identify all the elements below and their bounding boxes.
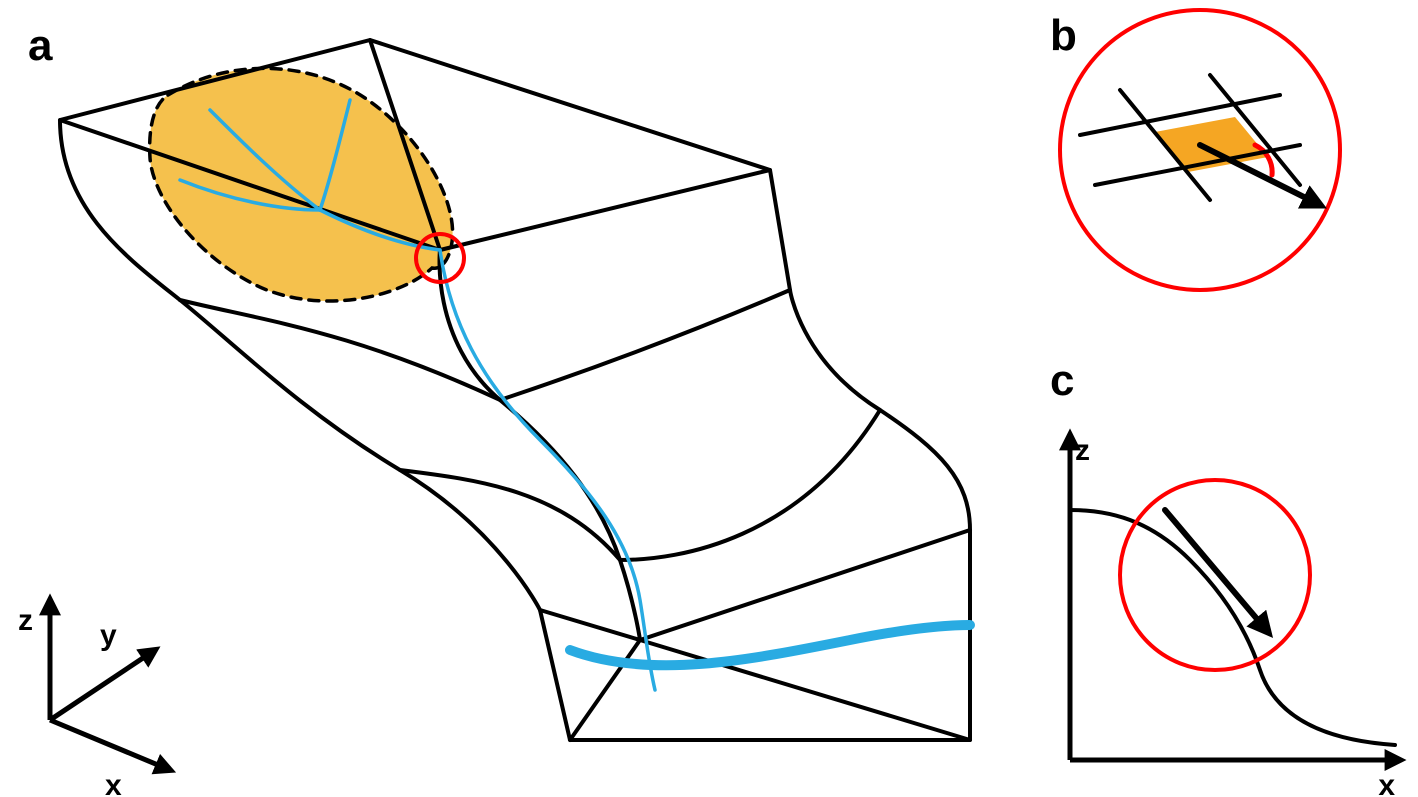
- panel-c-profile: [1070, 510, 1395, 745]
- panel-c: z x c: [1050, 356, 1400, 797]
- panel-c-x-label: x: [1378, 769, 1395, 797]
- axis-x-label: x: [105, 769, 122, 797]
- terrain-line-3: [440, 250, 640, 640]
- panel-b: b: [1050, 10, 1340, 290]
- terrain-line-6: [400, 410, 880, 560]
- river-5: [570, 625, 970, 665]
- panel-b-label: b: [1050, 11, 1077, 60]
- terrain-line-2: [440, 170, 770, 250]
- river-4: [440, 250, 655, 690]
- panel-c-label: c: [1050, 356, 1074, 405]
- terrain-line-5: [500, 290, 790, 400]
- axis-y-label: y: [100, 619, 117, 652]
- panel-a-label: a: [28, 21, 53, 70]
- panel-c-circle: [1120, 480, 1310, 670]
- panel-a: z x y a: [18, 21, 970, 797]
- axis-x: [50, 720, 170, 770]
- panel-c-arrow: [1165, 510, 1268, 632]
- terrain-line-7: [540, 530, 970, 640]
- terrain-line-9: [640, 640, 970, 740]
- terrain-line-4: [180, 300, 500, 400]
- panel-c-z-label: z: [1075, 434, 1090, 467]
- axis-z-label: z: [18, 604, 33, 637]
- axis-y: [50, 650, 155, 720]
